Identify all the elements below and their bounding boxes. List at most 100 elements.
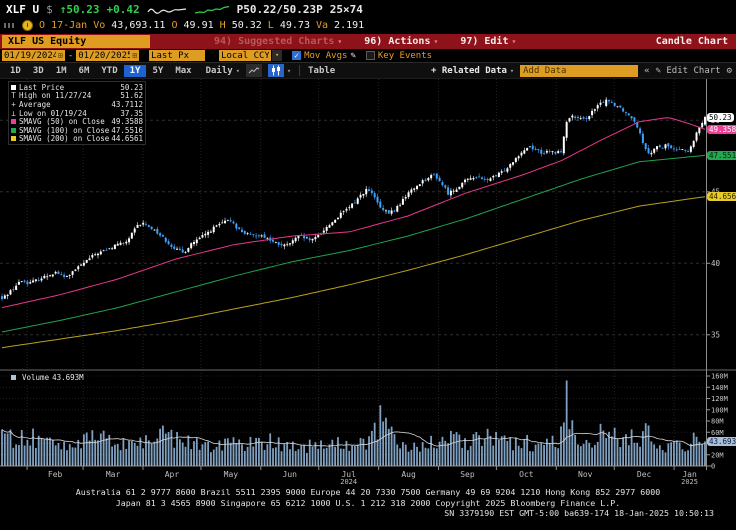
svg-text:20M: 20M: [711, 451, 724, 459]
filter-toolbar: ⊞ - ⊞ ▾ ✓ Mov Avgs ✎ Key Events: [0, 49, 736, 62]
key-events-label: Key Events: [377, 50, 433, 61]
range-tab-max[interactable]: Max: [175, 65, 192, 76]
suggested-charts-menu[interactable]: 94) Suggested Charts ▾: [214, 36, 343, 47]
svg-text:80M: 80M: [711, 418, 724, 426]
legend-value: 44.6561: [111, 134, 143, 144]
candle-chart-type-button[interactable]: [267, 64, 284, 77]
chevron-down-icon: ▾: [509, 66, 515, 75]
legend-value: 37.35: [120, 108, 143, 118]
sma50-line: [1, 117, 706, 309]
svg-text:May: May: [224, 470, 239, 479]
sma100-swatch: [11, 127, 16, 133]
calendar-icon[interactable]: ⊞: [58, 50, 65, 61]
pencil-icon[interactable]: ✎: [350, 50, 356, 61]
svg-text:160M: 160M: [711, 373, 728, 381]
currency-select[interactable]: [219, 50, 272, 61]
sma100-line: [1, 154, 706, 333]
svg-text:45: 45: [711, 187, 720, 196]
volume-label: Vo: [93, 19, 106, 31]
sma50-swatch: [11, 119, 16, 125]
last-price: ↑50.23: [59, 3, 100, 16]
svg-text:Dec: Dec: [637, 470, 652, 479]
chevron-down-icon[interactable]: ▾: [272, 50, 283, 61]
legend-value: 50.23: [120, 82, 143, 92]
volume-value: 43,693.11: [111, 19, 166, 31]
footer-phones-line1: Australia 61 2 9777 8600 Brazil 5511 239…: [75, 487, 661, 497]
calendar-icon[interactable]: ⊞: [132, 50, 140, 61]
chevron-down-icon: ▾: [511, 37, 517, 46]
actions-menu[interactable]: 96) Actions ▾: [364, 36, 439, 47]
chevron-down-icon[interactable]: ▾: [286, 66, 292, 75]
collapse-icon[interactable]: «: [644, 65, 650, 76]
mov-avgs-checkbox[interactable]: ✓: [292, 51, 302, 60]
line-chart-icon: [248, 67, 260, 74]
clock-icon: [22, 19, 33, 31]
edit-menu[interactable]: 97) Edit ▾: [460, 36, 517, 47]
check-icon: ✓: [294, 51, 299, 60]
range-tab-6m[interactable]: 6M: [78, 65, 90, 76]
ticker-symbol: XLF U: [6, 3, 40, 16]
low-marker-icon: ⊥: [11, 108, 16, 118]
terminal-footer: Australia 61 2 9777 8600 Brazil 5511 239…: [0, 487, 736, 519]
svg-text:0: 0: [711, 463, 715, 471]
asof-date: 17-Jan: [51, 19, 88, 31]
legend-label: Low on 01/19/24: [19, 108, 87, 118]
range-tab-1d[interactable]: 1D: [10, 65, 21, 76]
range-tab-5y[interactable]: 5Y: [152, 65, 164, 76]
footer-phones-line2: Japan 81 3 4565 8900 Singapore 65 6212 1…: [115, 497, 621, 508]
high-marker-icon: T: [11, 91, 16, 101]
svg-text:Jan: Jan: [682, 470, 697, 479]
key-events-checkbox[interactable]: [365, 51, 375, 60]
low-label: L: [267, 19, 274, 31]
legend-value: 43.7112: [111, 99, 143, 109]
candlestick-chart[interactable]: 35404550020M40M60M80M100M120M140M160MFeb…: [0, 79, 736, 484]
date-from-input[interactable]: [2, 50, 58, 61]
chevron-down-icon: ▾: [337, 37, 343, 46]
open-value: 49.91: [183, 19, 214, 31]
security-input[interactable]: XLF US Equity: [2, 35, 150, 48]
sma200-swatch: [11, 136, 16, 142]
sma50-badge: 49.3588: [707, 124, 736, 134]
trend-sparkline-icon: [194, 5, 229, 14]
range-tab-1y[interactable]: 1Y: [123, 64, 147, 77]
high-label: H: [219, 19, 226, 31]
legend-label: SMAVG (50) on Close: [19, 117, 105, 127]
intraday-sparkline-icon: [147, 7, 186, 14]
footer-session-info: SN 3379190 EST GMT-5:00 ba639-174 18-Jan…: [444, 508, 714, 518]
svg-text:60M: 60M: [711, 429, 724, 437]
svg-text:Nov: Nov: [578, 470, 593, 479]
edit-chart-button[interactable]: ✎ Edit Chart: [655, 65, 721, 76]
gear-icon[interactable]: ⚙: [726, 65, 732, 76]
ticker-row: XLF U $ ↑50.23 +0.42 P50.22/50.23P 25×74: [6, 2, 363, 17]
svg-text:Aug: Aug: [401, 470, 416, 479]
price-field-select[interactable]: [149, 50, 206, 61]
chevron-down-icon: ▾: [235, 66, 240, 75]
svg-text:Jul: Jul: [341, 470, 356, 479]
range-tab-1m[interactable]: 1M: [55, 65, 67, 76]
security-bar: XLF US Equity 94) Suggested Charts ▾ 96) …: [0, 34, 736, 49]
svg-text:100M: 100M: [711, 406, 728, 414]
volume-legend: Volume 43.693M: [8, 372, 87, 383]
va-value: 2.191: [334, 19, 365, 31]
date-to-input[interactable]: [76, 50, 133, 61]
related-data-menu[interactable]: + Related Data ▾: [431, 65, 515, 76]
line-chart-type-button[interactable]: [245, 64, 262, 77]
svg-text:40: 40: [711, 259, 721, 268]
chevron-down-icon: ▾: [433, 37, 439, 46]
pencil-icon: ✎: [655, 65, 661, 76]
legend-label: High on 11/27/24: [19, 91, 92, 101]
range-tab-3d[interactable]: 3D: [32, 65, 44, 76]
table-button[interactable]: Table: [308, 65, 336, 76]
volume-ma-line: [1, 429, 706, 447]
add-data-input[interactable]: [520, 64, 639, 77]
svg-text:Sep: Sep: [460, 470, 475, 479]
legend-label: Last Price: [19, 82, 65, 92]
high-value: 50.32: [231, 19, 262, 31]
range-tab-ytd[interactable]: YTD: [101, 65, 118, 76]
period-dropdown[interactable]: Daily ▾: [205, 65, 240, 76]
volume-swatch: [11, 375, 16, 380]
open-label: O: [171, 19, 178, 31]
svg-text:Jun: Jun: [283, 470, 298, 479]
sma200-line: [1, 196, 706, 349]
legend-label: SMAVG (100) on Close: [19, 125, 110, 135]
